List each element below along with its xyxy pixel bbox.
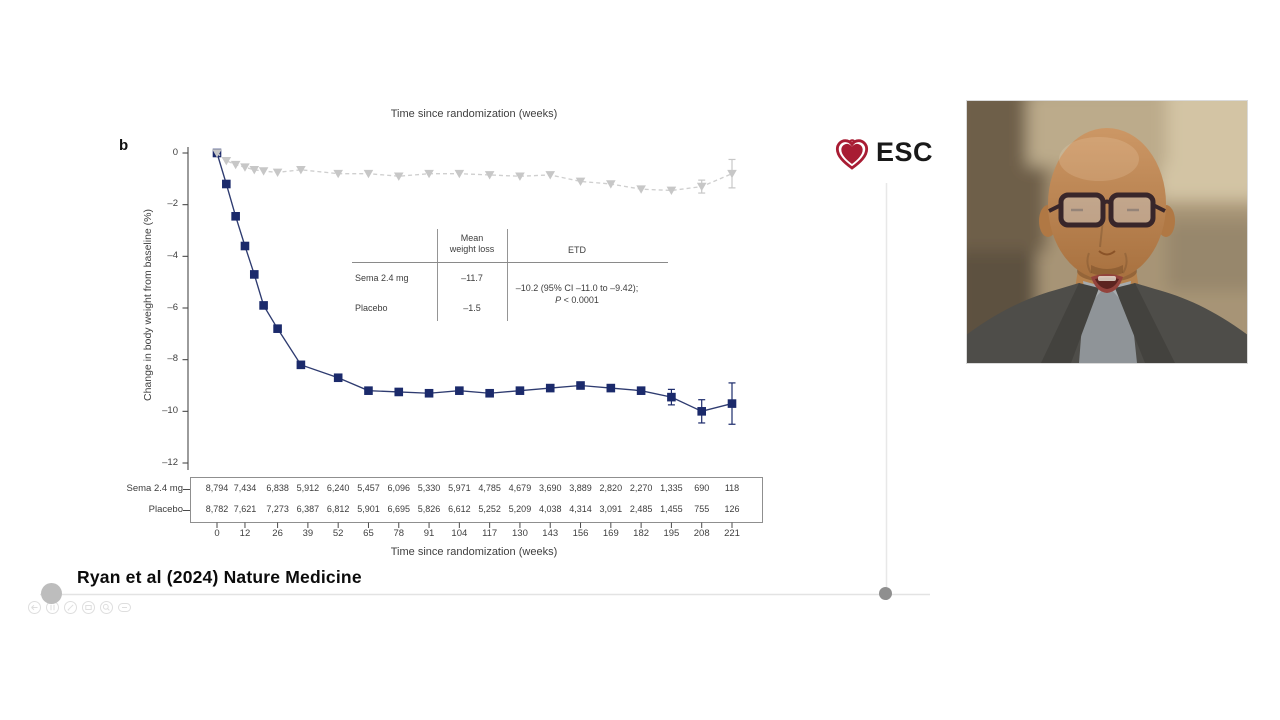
y-tick-label: –8 bbox=[167, 353, 178, 365]
x-tick-label: 12 bbox=[239, 527, 251, 539]
risk-value: 5,971 bbox=[448, 483, 471, 493]
y-tick-label: 0 bbox=[172, 146, 178, 158]
risk-value: 2,820 bbox=[599, 483, 623, 493]
y-tick-label: –12 bbox=[162, 456, 178, 468]
risk-row-label-placebo: Placebo bbox=[148, 504, 183, 515]
y-tick-label: –10 bbox=[162, 404, 178, 416]
risk-value: 4,314 bbox=[569, 504, 592, 514]
risk-value: 6,695 bbox=[387, 504, 411, 514]
glasses bbox=[1048, 192, 1166, 228]
x-axis-label: Time since randomization (weeks) bbox=[390, 546, 558, 558]
risk-value: 118 bbox=[724, 483, 740, 493]
esc-logo-text: ESC bbox=[876, 136, 934, 167]
risk-value: 6,612 bbox=[448, 504, 471, 514]
risk-value: 7,621 bbox=[233, 504, 257, 514]
pen-icon[interactable] bbox=[63, 600, 78, 620]
x-tick-label: 208 bbox=[693, 527, 710, 539]
risk-value: 5,330 bbox=[417, 483, 441, 493]
x-tick-label: 143 bbox=[542, 527, 559, 539]
inset-row-sema-value: –11.7 bbox=[461, 273, 483, 283]
presenter-portrait bbox=[967, 101, 1247, 363]
inset-etd-pvalue: P < 0.0001 bbox=[555, 295, 599, 305]
risk-value: 5,912 bbox=[296, 483, 320, 493]
risk-value: 6,387 bbox=[296, 504, 320, 514]
risk-value: 4,679 bbox=[508, 483, 532, 493]
inset-row-placebo-value: –1.5 bbox=[463, 303, 481, 313]
presenter-figure bbox=[967, 128, 1247, 363]
risk-value: 4,785 bbox=[478, 483, 501, 493]
inset-row-placebo-label: Placebo bbox=[355, 303, 388, 313]
minimize-icon[interactable] bbox=[117, 600, 132, 620]
risk-value: 1,335 bbox=[660, 483, 683, 493]
risk-value: 5,457 bbox=[357, 483, 380, 493]
x-tick-label: 169 bbox=[602, 527, 619, 539]
risk-value: 7,434 bbox=[233, 483, 257, 493]
risk-value: 2,485 bbox=[629, 504, 653, 514]
top-axis-title: Time since randomization (weeks) bbox=[390, 108, 558, 120]
risk-value: 6,812 bbox=[326, 504, 350, 514]
risk-value: 3,889 bbox=[569, 483, 592, 493]
inset-header-etd: ETD bbox=[568, 245, 586, 255]
y-tick-label: –4 bbox=[167, 249, 178, 261]
x-tick-label: 195 bbox=[663, 527, 680, 539]
risk-value: 8,782 bbox=[205, 504, 229, 514]
risk-value: 5,901 bbox=[357, 504, 380, 514]
x-tick-label: 52 bbox=[332, 527, 344, 539]
undo-icon[interactable] bbox=[27, 600, 42, 620]
x-tick-label: 130 bbox=[512, 527, 528, 539]
y-tick-label: –6 bbox=[167, 301, 178, 313]
x-tick-label: 221 bbox=[724, 527, 740, 539]
heart-icon bbox=[835, 139, 869, 170]
panel-label: b bbox=[119, 137, 129, 154]
x-tick-label: 117 bbox=[482, 527, 498, 539]
risk-value: 3,091 bbox=[599, 504, 623, 514]
inset-row-sema-label: Sema 2.4 mg bbox=[355, 273, 409, 283]
eraser-icon[interactable] bbox=[81, 600, 96, 620]
citation: Ryan et al (2024) Nature Medicine bbox=[77, 567, 362, 587]
risk-value: 6,838 bbox=[266, 483, 289, 493]
risk-value: 126 bbox=[724, 504, 740, 514]
risk-value: 1,455 bbox=[660, 504, 683, 514]
annotation-toolbar bbox=[27, 600, 132, 620]
risk-value: 2,270 bbox=[629, 483, 653, 493]
x-tick-label: 78 bbox=[393, 527, 405, 539]
presenter-video-tile[interactable] bbox=[966, 100, 1248, 364]
risk-row-label-sema: Sema 2.4 mg bbox=[126, 483, 184, 494]
x-tick-label: 182 bbox=[633, 527, 650, 539]
y-tick-label: –2 bbox=[167, 198, 178, 210]
esc-logo: ESC bbox=[832, 132, 933, 172]
x-tick-label: 39 bbox=[302, 527, 314, 539]
x-tick-label: 104 bbox=[451, 527, 468, 539]
x-tick-label: 156 bbox=[572, 527, 589, 539]
x-tick-label: 0 bbox=[214, 527, 220, 539]
x-tick-label: 91 bbox=[423, 527, 435, 539]
inset-header-mean: Mean weight loss bbox=[449, 233, 495, 254]
x-tick-label: 26 bbox=[272, 527, 283, 539]
risk-value: 3,690 bbox=[538, 483, 562, 493]
risk-value: 8,794 bbox=[205, 483, 229, 493]
risk-value: 5,252 bbox=[478, 504, 501, 514]
slider-handle-left[interactable] bbox=[41, 583, 62, 604]
risk-value: 5,826 bbox=[417, 504, 441, 514]
risk-value: 5,209 bbox=[508, 504, 532, 514]
x-tick-label: 65 bbox=[363, 527, 374, 539]
risk-value: 690 bbox=[694, 483, 710, 493]
risk-value: 6,096 bbox=[387, 483, 411, 493]
risk-value: 7,273 bbox=[266, 504, 289, 514]
slider-handle-right[interactable] bbox=[879, 587, 892, 600]
magnifier-icon[interactable] bbox=[99, 600, 114, 620]
inset-etd-value: –10.2 (95% CI –11.0 to –9.42); bbox=[515, 283, 639, 293]
risk-value: 6,240 bbox=[326, 483, 350, 493]
risk-value: 755 bbox=[694, 504, 710, 514]
risk-value: 4,038 bbox=[538, 504, 562, 514]
